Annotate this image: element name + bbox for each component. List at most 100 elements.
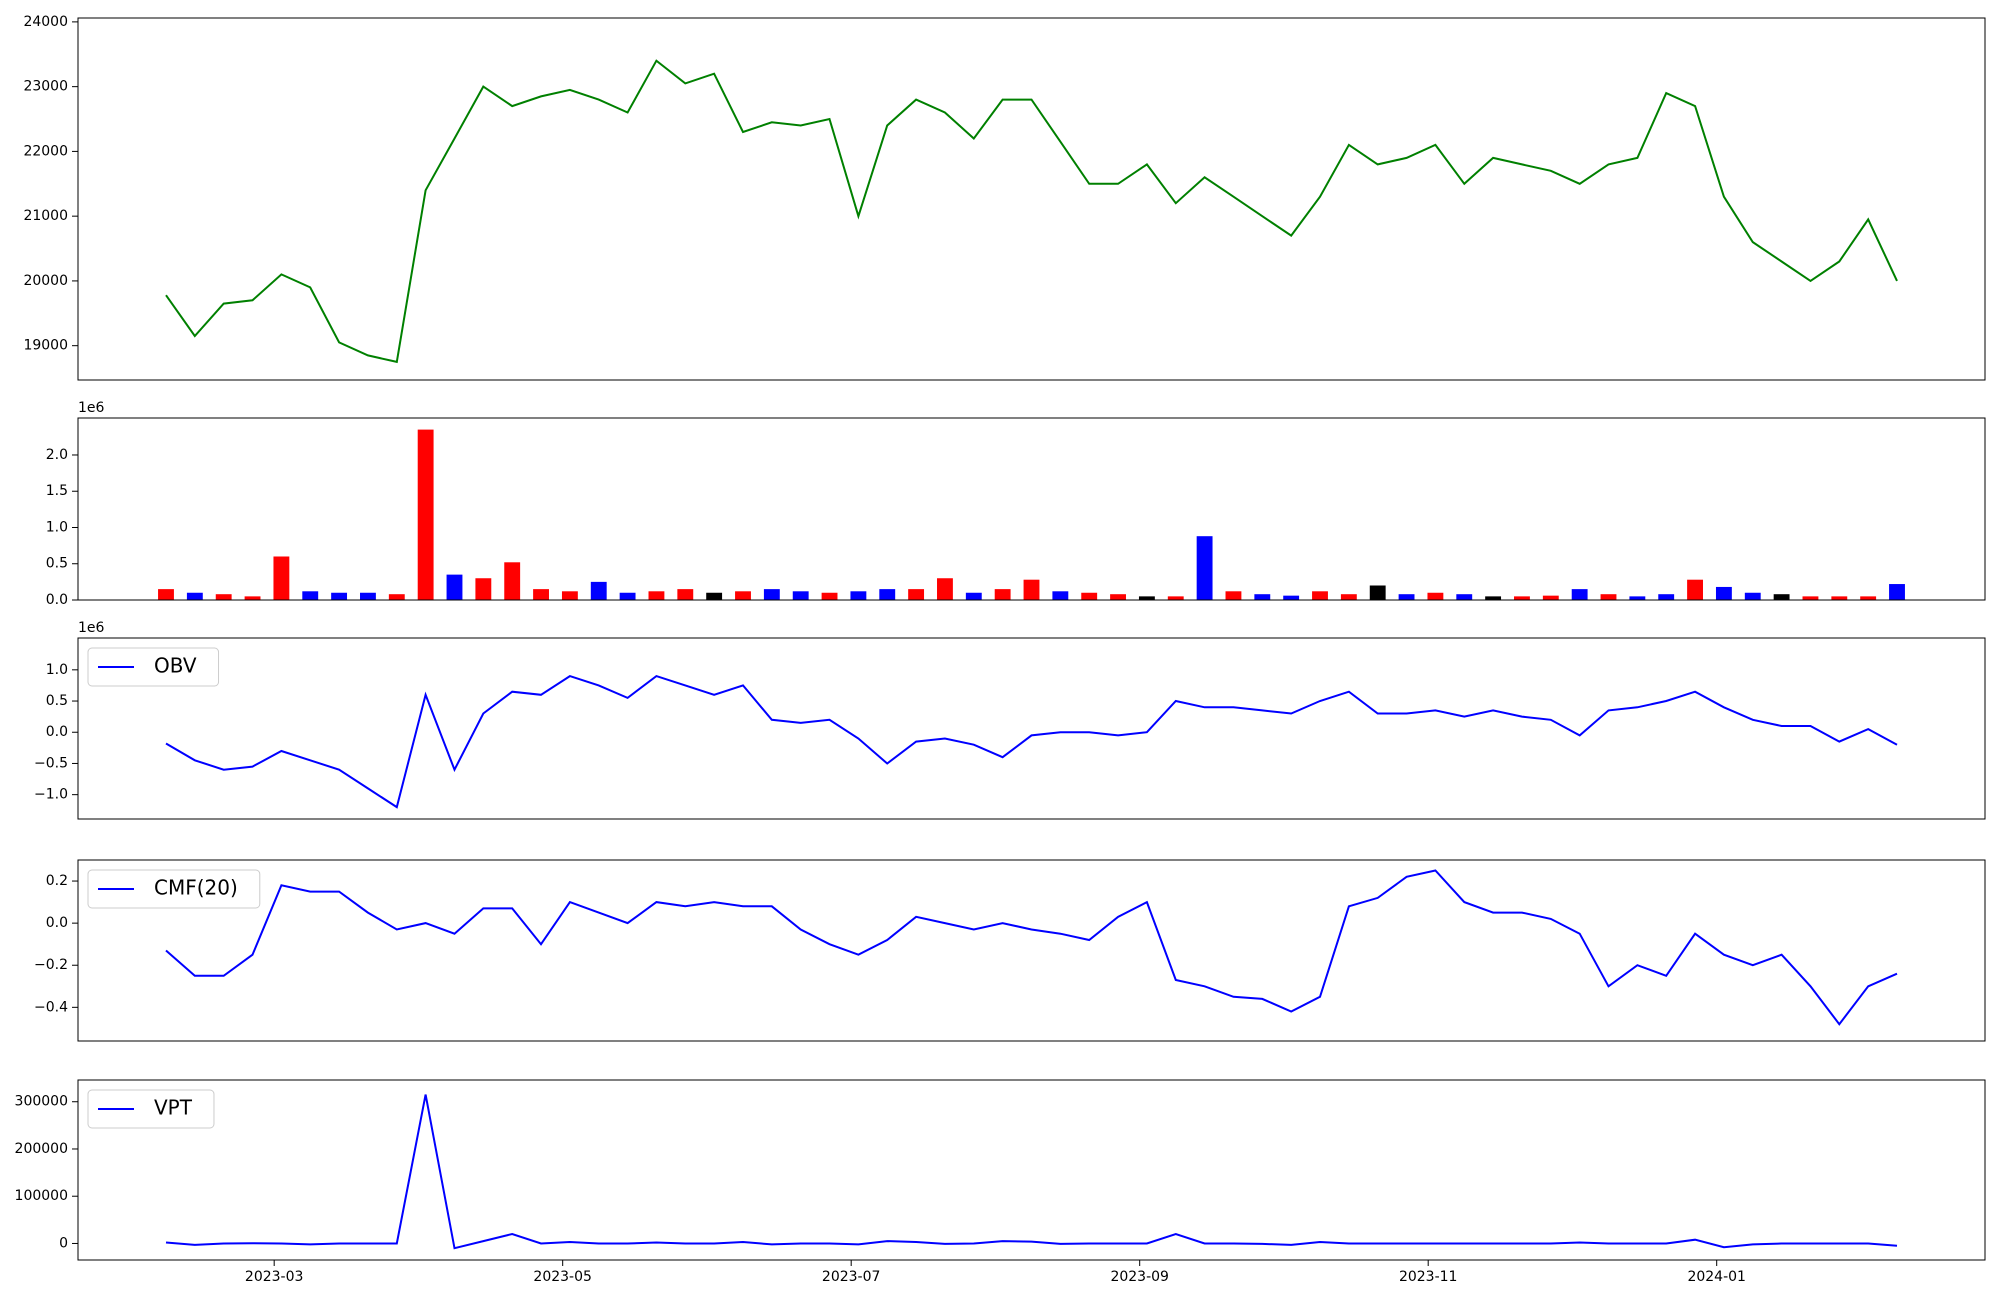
volume-bar (1283, 595, 1300, 600)
volume-bar (158, 589, 174, 600)
volume-bar (937, 578, 953, 600)
y-tick-label: −0.2 (34, 957, 68, 973)
volume-bar (706, 592, 723, 600)
volume-bar (1629, 596, 1646, 600)
series-line (165, 59, 1898, 364)
x-tick-label: 2024-01 (1687, 1269, 1746, 1285)
y-tick-label: 100000 (15, 1188, 68, 1204)
volume-bar (561, 591, 578, 600)
volume-bar (850, 591, 867, 600)
x-tick-label: 2023-07 (822, 1269, 881, 1285)
volume-bar (1600, 594, 1617, 600)
y-tick-label: 300000 (15, 1094, 68, 1110)
volume-bar (821, 592, 838, 600)
volume-bar (417, 429, 434, 600)
volume-bar (1889, 584, 1905, 600)
y-tick-label: 1.0 (46, 662, 68, 678)
x-tick-label: 2023-11 (1399, 1269, 1458, 1285)
volume-bar (590, 581, 607, 600)
volume-bar (792, 591, 809, 600)
y-tick-label: 21000 (23, 208, 68, 224)
legend-box (87, 869, 261, 909)
legend-label: CMF(20) (154, 876, 238, 900)
volume-bar (1715, 586, 1732, 600)
panel: 0 100000 200000 300000 2023-03 2023-05 2023-07… (15, 1079, 1986, 1285)
volume-bar (1398, 594, 1415, 600)
volume-bar (1196, 536, 1213, 600)
y-tick-label: 20000 (23, 273, 68, 289)
legend-label: OBV (154, 654, 197, 678)
volume-bar (1167, 596, 1184, 600)
volume-bar (1138, 596, 1155, 600)
panel: 19000 20000 21000 22000 23000 24000 (23, 14, 1986, 381)
volume-bar (763, 589, 780, 600)
volume-bar (1340, 594, 1357, 600)
x-tick-label: 2023-05 (533, 1269, 592, 1285)
y-tick-label: −0.5 (34, 755, 68, 771)
volume-bar (1831, 596, 1848, 600)
volume-bar (244, 596, 261, 600)
volume-bar (1860, 596, 1877, 600)
y-tick-label: 24000 (23, 14, 68, 30)
volume-bar (677, 589, 694, 600)
volume-bar (1456, 594, 1473, 600)
y-tick-label: −0.4 (34, 999, 68, 1015)
series-line (165, 674, 1898, 809)
volume-bar (908, 589, 925, 600)
y-tick-label: 0.2 (46, 873, 68, 889)
volume-bar (1802, 596, 1819, 600)
y-tick-label: 0.0 (46, 724, 68, 740)
panel: 0.0 0.5 1.0 1.5 2.0 1e6 (46, 400, 1986, 608)
volume-bar (1312, 591, 1328, 600)
volume-bar (533, 589, 549, 600)
panel: −1.0 −0.5 0.0 0.5 1.0 1e6 OBV (34, 620, 1986, 820)
y-tick-label: 23000 (23, 79, 68, 95)
y-tick-label: 19000 (23, 338, 68, 354)
volume-bar (360, 592, 376, 600)
volume-bar (215, 594, 232, 600)
volume-bar (1571, 589, 1588, 600)
axes-frame (77, 859, 1986, 1042)
x-tick-label: 2023-09 (1110, 1269, 1169, 1285)
y-tick-label: 0.0 (46, 915, 68, 931)
y-tick-label: 0.0 (46, 592, 68, 608)
volume-bar (1254, 594, 1271, 600)
axes-frame (77, 1079, 1986, 1261)
volume-bar (475, 578, 492, 600)
series-line (165, 1094, 1898, 1250)
x-tick-label: 2023-03 (245, 1269, 304, 1285)
series-line (165, 869, 1898, 1026)
legend: VPT (87, 1089, 215, 1129)
volume-bar (1052, 591, 1069, 600)
y-tick-label: 1.5 (46, 483, 68, 499)
volume-bar (879, 589, 896, 600)
y-tick-label: −1.0 (34, 787, 68, 803)
volume-bar (735, 591, 751, 600)
volume-bar (388, 594, 405, 600)
volume-bar (1023, 579, 1040, 600)
volume-bar (1542, 595, 1559, 600)
volume-bar (1744, 592, 1761, 600)
volume-bar (1225, 591, 1242, 600)
volume-bar (1110, 594, 1126, 600)
volume-bar (186, 592, 203, 600)
volume-bar (1427, 592, 1444, 600)
volume-bar (1514, 596, 1530, 600)
volume-bar (619, 592, 636, 600)
volume-bar (302, 591, 319, 600)
legend: CMF(20) (87, 869, 261, 909)
axes-frame (77, 637, 1986, 820)
y-tick-label: 2.0 (46, 447, 68, 463)
volume-bar (273, 556, 290, 600)
y-tick-label: 0 (59, 1235, 68, 1251)
y-tick-label: 200000 (15, 1141, 68, 1157)
volume-bar (1485, 596, 1502, 600)
volume-bar (648, 591, 665, 600)
volume-bar (1369, 585, 1386, 600)
legend-box (87, 1089, 215, 1129)
panel: −0.4 −0.2 0.0 0.2 CMF(20) (34, 859, 1986, 1042)
y-tick-label: 1.0 (46, 519, 68, 535)
y-tick-label: 0.5 (46, 693, 68, 709)
axes-frame (77, 417, 1986, 601)
